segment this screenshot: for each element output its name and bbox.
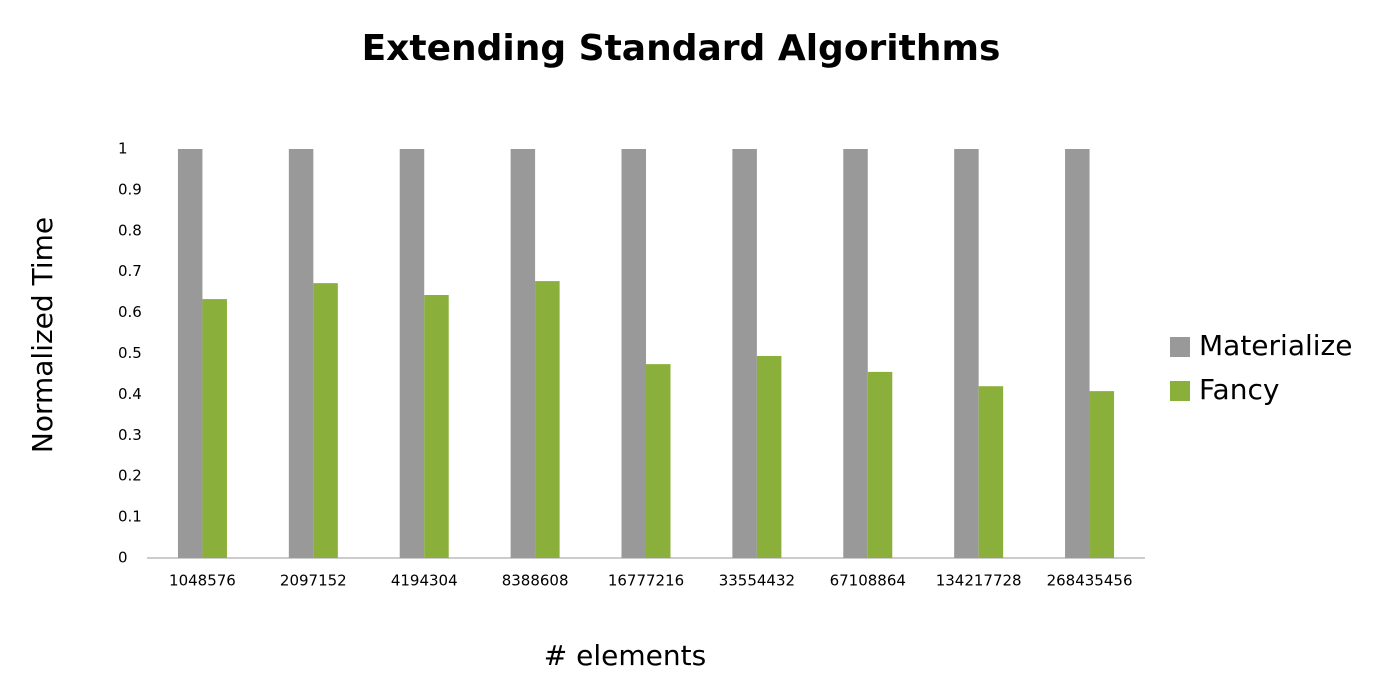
x-tick-label: 134217728 [936,572,1022,590]
x-tick-label: 33554432 [719,572,795,590]
y-tick-label: 0.1 [118,508,142,526]
legend-label: Materialize [1199,329,1352,362]
bar [843,149,868,558]
x-tick-label: 2097152 [280,572,347,590]
bar [756,355,782,558]
y-tick-label: 0.5 [118,344,142,362]
bar [732,149,757,558]
y-tick-label: 0.2 [118,467,142,485]
legend-label: Fancy [1199,373,1279,406]
y-tick-label: 0.4 [118,385,142,403]
x-tick-label: 268435456 [1047,572,1133,590]
y-axis-label: Normalized Time [26,217,59,453]
x-tick-label: 1048576 [169,572,236,590]
y-tick-label: 0.3 [118,426,142,444]
x-axis-label: # elements [544,639,706,672]
y-tick-label: 0 [118,549,128,567]
bar [177,149,203,558]
bar [621,149,646,558]
bar [424,295,449,558]
y-tick-label: 0.9 [118,180,142,198]
bar [978,386,1004,558]
y-tick-label: 0.8 [118,221,142,239]
legend-swatch [1170,337,1190,357]
y-tick-label: 1 [118,140,128,158]
chart-title: Extending Standard Algorithms [362,28,1001,69]
x-tick-label: 8388608 [502,572,569,590]
bar [202,299,227,558]
bar [313,283,338,558]
y-tick-label: 0.7 [118,262,142,280]
bar [1089,391,1115,558]
x-tick-label: 4194304 [391,572,458,590]
x-tick-label: 16777216 [608,572,684,590]
bar [867,371,893,558]
bar [1065,149,1090,558]
x-tick-label: 67108864 [830,572,906,590]
bar [954,149,979,558]
bar [399,149,425,558]
bar [510,149,536,558]
bar [535,281,560,558]
y-tick-label: 0.6 [118,303,142,321]
bar [288,149,314,558]
bar [646,364,671,558]
legend-swatch [1170,381,1190,401]
